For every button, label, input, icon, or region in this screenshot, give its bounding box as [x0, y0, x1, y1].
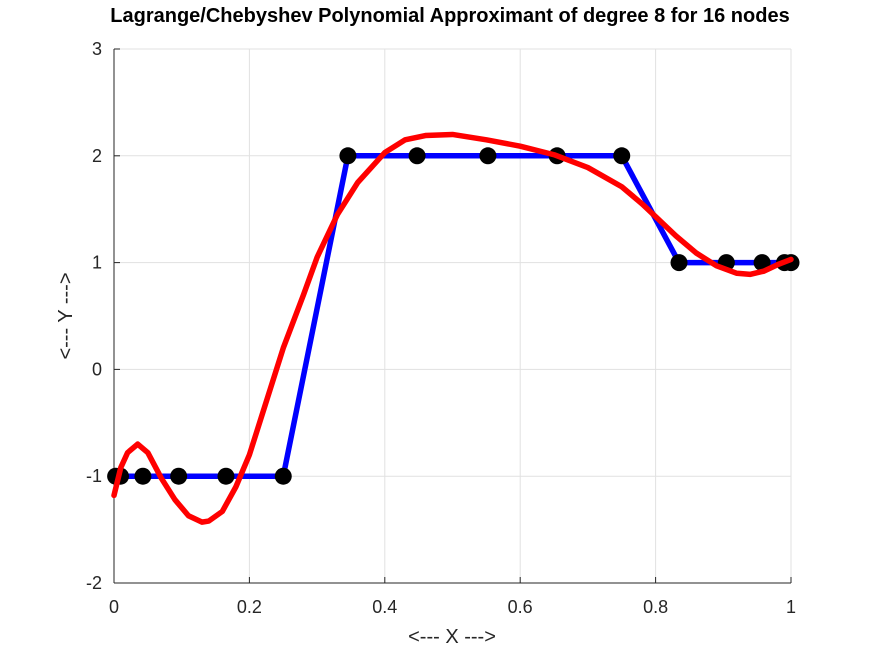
approximant-line-red	[111, 131, 794, 525]
x-tick-label: 0.2	[237, 597, 262, 617]
tick-labels: 0 0.2 0.4 0.6 0.8 1 -2 -1 0 1 2 3	[86, 39, 796, 617]
x-tick-label: 0.8	[643, 597, 668, 617]
y-tick-label: 1	[92, 253, 102, 273]
x-tick-label: 0.4	[372, 597, 397, 617]
x-axis-label: <--- X --->	[408, 626, 496, 648]
node-marker	[170, 467, 188, 485]
y-tick-label: 2	[92, 146, 102, 166]
node-marker	[408, 147, 426, 165]
y-tick-label: -1	[86, 466, 102, 486]
x-tick-label: 0	[109, 597, 119, 617]
node-marker	[479, 147, 497, 165]
node-marker	[134, 467, 152, 485]
node-marker	[339, 147, 357, 165]
y-axis-label: <--- Y --->	[55, 272, 77, 359]
node-marker	[217, 467, 235, 485]
data-line-blue	[112, 153, 794, 479]
data-series	[107, 131, 800, 525]
axes	[113, 48, 792, 584]
y-tick-label: 3	[92, 39, 102, 59]
grid-lines	[113, 48, 792, 584]
node-marker	[670, 254, 688, 272]
y-tick-label: -2	[86, 573, 102, 593]
chart-title: Lagrange/Chebyshev Polynomial Approximan…	[110, 5, 789, 27]
node-marker	[753, 254, 771, 272]
x-tick-label: 0.6	[508, 597, 533, 617]
x-tick-label: 1	[786, 597, 796, 617]
y-tick-label: 0	[92, 359, 102, 379]
node-marker	[613, 147, 631, 165]
node-marker	[274, 467, 292, 485]
